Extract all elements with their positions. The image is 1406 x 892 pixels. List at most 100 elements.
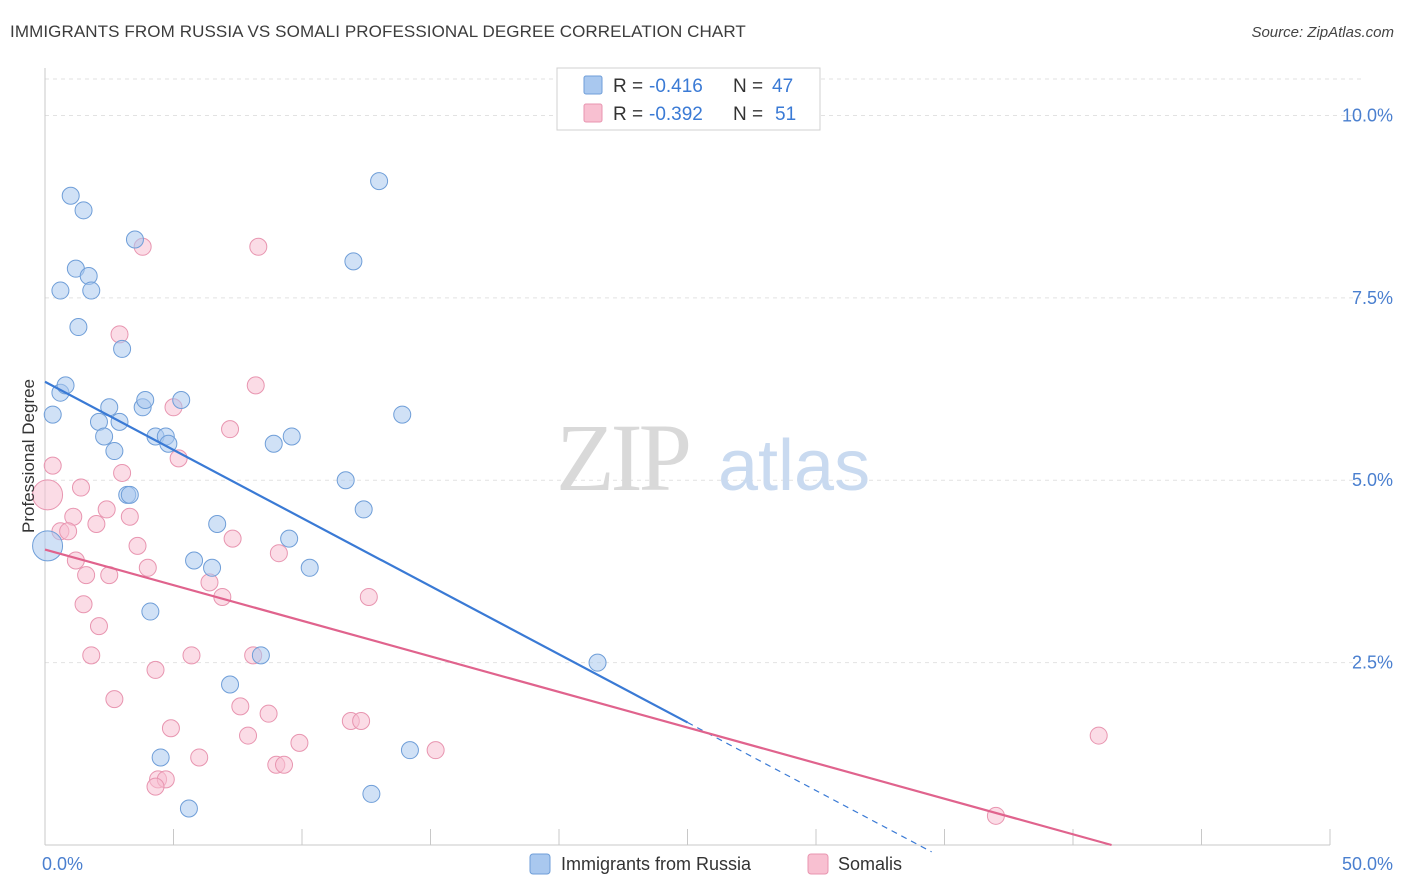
- data-point: [89, 617, 108, 636]
- data-point: [56, 376, 75, 395]
- data-point: [120, 485, 139, 504]
- series-somalis-points: [32, 237, 1108, 825]
- data-point: [344, 252, 363, 271]
- data-point: [69, 318, 88, 337]
- watermark-zip: ZIP: [556, 404, 689, 511]
- data-point: [239, 726, 258, 745]
- data-point: [74, 595, 93, 614]
- legend-series: Immigrants from Russia Somalis: [529, 853, 902, 875]
- data-point: [200, 573, 219, 592]
- y-axis-label: Professional Degree: [19, 379, 38, 533]
- data-point: [282, 427, 301, 446]
- legend-bottom-label-russia: Immigrants from Russia: [561, 854, 752, 874]
- data-point: [426, 741, 445, 760]
- data-point: [32, 479, 64, 511]
- data-point: [179, 799, 198, 818]
- data-point: [141, 602, 160, 621]
- watermark: ZIP atlas: [556, 404, 870, 511]
- y-tick-label: 2.5%: [1352, 653, 1393, 673]
- trend-line: [44, 380, 689, 724]
- legend-n-value-russia: 47: [772, 76, 793, 97]
- data-point: [231, 697, 250, 716]
- data-point: [105, 442, 124, 461]
- legend-swatch-somalis: [583, 103, 603, 123]
- data-point: [136, 390, 155, 409]
- data-point: [362, 784, 381, 803]
- data-point: [79, 266, 98, 285]
- data-point: [290, 733, 309, 752]
- legend-n-label-somalis: N =: [733, 104, 763, 125]
- data-point: [986, 806, 1005, 825]
- y-tick-label: 7.5%: [1352, 288, 1393, 308]
- data-point: [208, 515, 227, 534]
- legend-bottom-label-somalis: Somalis: [838, 854, 902, 874]
- trend-line: [44, 548, 1112, 847]
- data-point: [246, 376, 265, 395]
- legend-bottom-swatch-somalis: [807, 853, 829, 875]
- data-point: [203, 558, 222, 577]
- data-point: [370, 172, 389, 191]
- trend-lines: [44, 380, 1112, 853]
- data-point: [51, 281, 70, 300]
- data-point: [185, 551, 204, 570]
- data-point: [97, 500, 116, 519]
- data-point: [151, 748, 170, 767]
- legend-r-value-russia: -0.416: [649, 76, 703, 97]
- data-point: [138, 558, 157, 577]
- legend-r-label-russia: R =: [613, 76, 643, 97]
- data-point: [82, 281, 101, 300]
- data-point: [113, 339, 132, 358]
- data-point: [588, 653, 607, 672]
- y-tick-label: 10.0%: [1342, 105, 1393, 125]
- data-point: [1089, 726, 1108, 745]
- chart-title: IMMIGRANTS FROM RUSSIA VS SOMALI PROFESS…: [10, 22, 746, 41]
- legend-n-value-somalis: 51: [775, 104, 796, 125]
- data-point: [43, 456, 62, 475]
- watermark-atlas: atlas: [718, 426, 870, 506]
- data-point: [352, 711, 371, 730]
- data-point: [280, 529, 299, 548]
- legend-r-value-somalis: -0.392: [649, 104, 703, 125]
- data-point: [223, 529, 242, 548]
- legend-correlation: R = -0.416 N = 47 R = -0.392 N = 51: [556, 67, 821, 131]
- data-point: [74, 201, 93, 220]
- data-point: [59, 522, 78, 541]
- data-point: [77, 566, 96, 585]
- data-point: [120, 507, 139, 526]
- legend-swatch-russia: [583, 75, 603, 95]
- data-point: [221, 420, 240, 439]
- data-point: [95, 427, 114, 446]
- data-point: [400, 741, 419, 760]
- data-point: [172, 390, 191, 409]
- data-point: [182, 646, 201, 665]
- data-point: [125, 230, 144, 249]
- data-point: [105, 690, 124, 709]
- series-russia-points: [32, 172, 607, 818]
- data-point: [359, 587, 378, 606]
- data-point: [71, 478, 90, 497]
- legend-r-label-somalis: R =: [613, 104, 643, 125]
- data-point: [32, 530, 64, 562]
- data-point: [264, 434, 283, 453]
- data-point: [249, 237, 268, 256]
- data-point: [393, 405, 412, 424]
- data-point: [61, 186, 80, 205]
- data-point: [275, 755, 294, 774]
- data-point: [82, 646, 101, 665]
- legend-bottom-swatch-russia: [529, 853, 551, 875]
- data-point: [110, 325, 129, 344]
- data-point: [354, 500, 373, 519]
- data-point: [221, 675, 240, 694]
- grid-layer: [45, 78, 1365, 664]
- data-point: [300, 558, 319, 577]
- data-point: [113, 463, 132, 482]
- data-point: [259, 704, 278, 723]
- data-point: [146, 660, 165, 679]
- x-tick-label: 0.0%: [42, 854, 83, 874]
- data-point: [161, 719, 180, 738]
- axis-layer: 2.5% 5.0% 7.5% 10.0% 0.0% 50.0%: [42, 68, 1393, 874]
- chart-source: Source: ZipAtlas.com: [1251, 24, 1394, 41]
- data-point: [87, 515, 106, 534]
- data-point: [251, 646, 270, 665]
